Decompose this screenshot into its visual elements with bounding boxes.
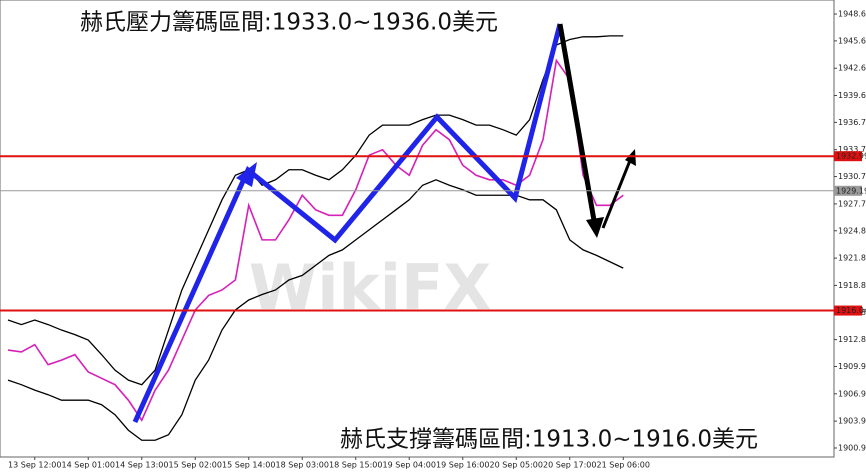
x-tick-label: 19 Sep 04:00 xyxy=(383,461,436,470)
y-tick-label: 1945.65 xyxy=(838,36,866,45)
watermark: WikiFX xyxy=(249,251,491,324)
y-tick-label: 1906.90 xyxy=(838,389,866,398)
y-tick-label: 1933.70 xyxy=(838,145,866,154)
series-line xyxy=(7,35,624,386)
black-arrow-down xyxy=(557,23,599,233)
black-arrowhead-up xyxy=(625,149,636,166)
blue-zigzag xyxy=(132,23,563,424)
resistance-note: 赫氏壓力籌碼區間:1933.0~1936.0美元 xyxy=(80,10,498,36)
y-tick-label: 1939.65 xyxy=(838,91,866,100)
y-tick-label: 1948.60 xyxy=(838,10,866,19)
price-box-label: 1929.19 xyxy=(836,186,866,195)
x-tick-label: 18 Sep 15:00 xyxy=(329,461,382,470)
x-tick-label: 20 Sep 17:00 xyxy=(543,461,596,470)
price-box-label: 1916.04 xyxy=(836,306,866,315)
plot-frame xyxy=(0,0,835,458)
x-tick-label: 15 Sep 02:00 xyxy=(169,461,222,470)
y-tick-label: 1930.75 xyxy=(838,172,866,181)
x-tick-label: 19 Sep 16:00 xyxy=(436,461,489,470)
x-tick-label: 20 Sep 05:00 xyxy=(490,461,543,470)
y-tick-label: 1921.80 xyxy=(838,254,866,263)
x-tick-label: 14 Sep 13:00 xyxy=(115,461,168,470)
price-box-label: 1932.99 xyxy=(836,152,866,161)
y-tick-label: 1903.90 xyxy=(838,417,866,426)
x-tick-label: 15 Sep 14:00 xyxy=(222,461,275,470)
y-tick-label: 1912.85 xyxy=(838,335,866,344)
y-tick-label: 1918.80 xyxy=(838,281,866,290)
price-box xyxy=(834,185,862,196)
support-note: 赫氏支撐籌碼區間:1913.0~1916.0美元 xyxy=(340,427,758,453)
x-tick-label: 13 Sep 12:00 xyxy=(8,461,61,470)
y-tick-label: 1942.65 xyxy=(838,64,866,73)
y-tick-label: 1909.90 xyxy=(838,362,866,371)
y-tick-label: 1927.75 xyxy=(838,199,866,208)
y-tick-label: 1900.95 xyxy=(838,443,866,452)
price-box xyxy=(834,305,862,316)
black-arrowhead xyxy=(586,217,604,238)
x-tick-label: 18 Sep 03:00 xyxy=(276,461,329,470)
x-tick-label: 14 Sep 01:00 xyxy=(62,461,115,470)
x-tick-label: 21 Sep 06:00 xyxy=(597,461,650,470)
blue-arrowhead xyxy=(236,162,257,187)
series-line xyxy=(7,179,624,441)
y-tick-label: 1936.70 xyxy=(838,118,866,127)
y-tick-label: 1924.80 xyxy=(838,226,866,235)
price-box xyxy=(834,151,862,162)
